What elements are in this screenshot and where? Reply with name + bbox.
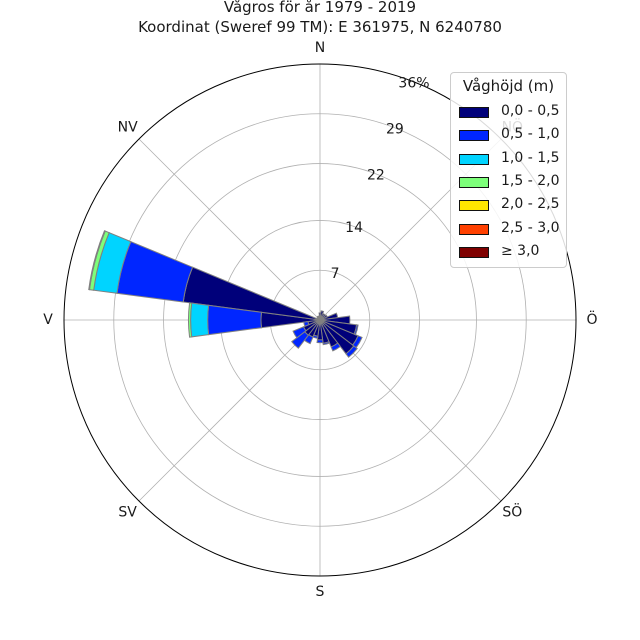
angular-gridline (138, 319, 321, 502)
rose-bar-135deg-0-5-1-0 (345, 345, 358, 358)
radial-tick-label: 29 (386, 121, 404, 137)
legend-swatch (459, 223, 489, 235)
chart-subtitle: Koordinat (Sweref 99 TM): E 361975, N 62… (138, 18, 502, 36)
direction-label-nv: NV (118, 120, 138, 136)
legend-label: 0,5 - 1,0 (501, 126, 560, 143)
angular-gridline (138, 138, 321, 321)
direction-label-sv: SV (118, 504, 137, 520)
rose-bar-285deg-2-0-2-5 (88, 230, 106, 291)
radial-tick-label: 36% (398, 75, 429, 91)
legend-swatch (459, 246, 489, 258)
rose-bar-180deg-0-5-1-0 (316, 339, 324, 344)
radial-tick-label: 14 (345, 220, 363, 236)
legend-swatch (459, 176, 489, 188)
rose-bar-165deg-0-5-1-0 (322, 341, 331, 346)
chart-title: Vågros för år 1979 - 2019 (223, 0, 417, 16)
rose-bar-225deg-0-5-1-0 (291, 330, 310, 349)
rose-bar-270deg-1-0-1-5 (190, 302, 210, 338)
direction-label-v: V (43, 312, 53, 328)
radial-tick-label: 22 (367, 167, 385, 183)
legend-swatch (459, 107, 489, 118)
rose-bars (88, 230, 363, 358)
radial-tick-label: 7 (331, 266, 340, 282)
rose-bar-150deg-0-5-1-0 (330, 342, 342, 352)
rose-bar-255deg-0-5-1-0 (303, 321, 310, 327)
direction-label-s: SÖ (502, 502, 522, 520)
legend-label: 2,5 - 3,0 (501, 219, 560, 236)
legend-label: 2,0 - 2,5 (501, 196, 560, 213)
legend-swatch (459, 130, 489, 142)
legend-label: 0,0 - 0,5 (501, 103, 560, 119)
direction-label-: Ö (586, 310, 597, 328)
outer-frame-circle (63, 63, 577, 577)
direction-label-n: N (315, 40, 325, 56)
legend-title: Våghöjd (m) (462, 77, 555, 95)
rose-bar-105deg-0-5-1-0 (353, 324, 359, 336)
legend-swatch (459, 153, 489, 165)
legend-label: 1,5 - 2,0 (501, 172, 560, 189)
radial-gridline (163, 163, 477, 477)
legend: Våghöjd (m) 0,0 - 0,5 0,5 - 1,0 1,0 - 1,5 1… (450, 72, 567, 268)
radial-gridline (113, 113, 527, 527)
rose-bar-285deg-0-5-1-0 (116, 240, 194, 303)
rose-bar-240deg-0-5-1-0 (292, 326, 307, 339)
rose-bar-270deg-1-5-2-0 (187, 302, 193, 338)
legend-label: 1,0 - 1,5 (501, 149, 560, 166)
legend-swatch (459, 200, 489, 212)
legend-label: ≥ 3,0 (501, 242, 540, 259)
direction-label-s: S (316, 584, 325, 600)
rose-bar-345deg-0-0-0-5 (317, 315, 321, 321)
